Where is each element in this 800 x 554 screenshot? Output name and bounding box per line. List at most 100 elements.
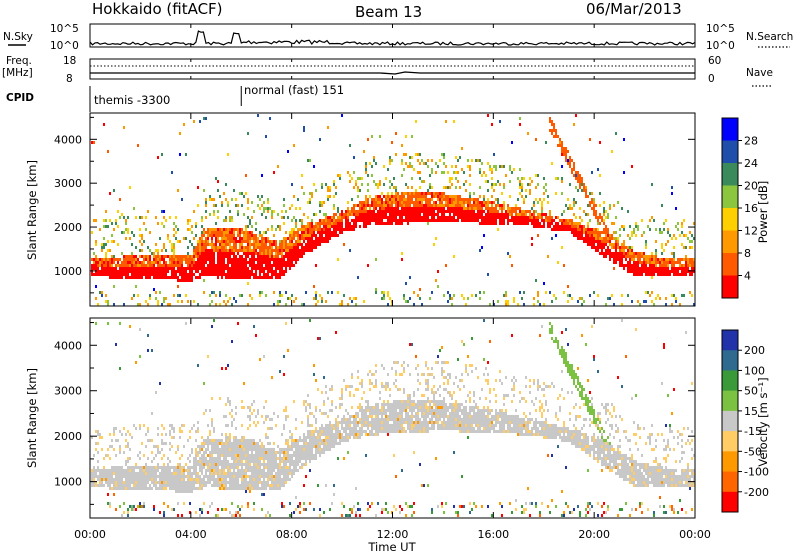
range-cell [483, 219, 485, 222]
range-cell [221, 249, 223, 252]
range-cell [205, 481, 207, 484]
range-cell [269, 487, 271, 490]
range-cell [575, 186, 577, 189]
range-cell [123, 484, 125, 487]
range-cell [97, 460, 99, 463]
range-cell [217, 454, 219, 457]
range-cell [661, 231, 663, 234]
range-cell [395, 207, 397, 210]
range-cell [223, 240, 225, 243]
range-cell [451, 297, 453, 300]
range-cell [237, 472, 239, 475]
range-cell [555, 177, 557, 180]
range-cell [209, 258, 211, 261]
range-cell [255, 267, 257, 270]
range-cell [109, 487, 111, 490]
range-cell [579, 180, 581, 183]
range-cell [237, 234, 239, 237]
range-cell [383, 195, 385, 198]
range-cell [391, 219, 393, 222]
range-cell [503, 186, 505, 189]
range-cell [591, 243, 593, 246]
range-cell [445, 204, 447, 207]
range-cell [165, 469, 167, 472]
range-cell [561, 147, 563, 150]
range-cell [265, 216, 267, 219]
range-cell [449, 186, 451, 189]
range-cell [313, 183, 315, 186]
range-cell [239, 463, 241, 466]
range-cell [183, 258, 185, 261]
range-cell [171, 436, 173, 439]
range-cell [129, 255, 131, 258]
range-cell [117, 264, 119, 267]
range-cell [235, 243, 237, 246]
range-cell [221, 246, 223, 249]
range-cell [135, 258, 137, 261]
range-cell [167, 481, 169, 484]
range-cell [595, 228, 597, 231]
range-cell [197, 472, 199, 475]
range-cell [155, 466, 157, 469]
range-cell [157, 273, 159, 276]
range-cell [195, 264, 197, 267]
range-cell [219, 273, 221, 276]
range-cell [197, 258, 199, 261]
range-cell [527, 210, 529, 213]
range-cell [235, 255, 237, 258]
range-cell [543, 225, 545, 228]
range-cell [135, 427, 137, 430]
range-cell [233, 252, 235, 255]
range-cell [533, 204, 535, 207]
range-cell [401, 201, 403, 204]
range-cell [267, 511, 269, 514]
range-cell [519, 291, 521, 294]
range-cell [139, 249, 141, 252]
range-cell [257, 261, 259, 264]
range-cell [647, 270, 649, 273]
range-cell [425, 192, 427, 195]
range-cell [635, 234, 637, 237]
range-cell [249, 418, 251, 421]
range-cell [301, 252, 303, 255]
range-cell [115, 267, 117, 270]
range-cell [315, 225, 317, 228]
range-cell [239, 484, 241, 487]
range-cell [395, 198, 397, 201]
range-cell [177, 261, 179, 264]
range-cell [325, 231, 327, 234]
range-cell [181, 279, 183, 282]
range-cell [691, 240, 693, 243]
range-cell [201, 511, 203, 514]
range-cell [103, 246, 105, 249]
range-cell [105, 258, 107, 261]
range-cell [277, 484, 279, 487]
range-cell [283, 243, 285, 246]
range-cell [217, 466, 219, 469]
range-cell [153, 276, 155, 279]
range-cell [693, 267, 695, 270]
range-cell [197, 463, 199, 466]
range-cell [391, 222, 393, 225]
range-cell [573, 228, 575, 231]
range-cell [193, 481, 195, 484]
range-cell [223, 192, 225, 195]
range-cell [451, 165, 453, 168]
range-cell [623, 246, 625, 249]
range-cell [289, 246, 291, 249]
range-cell [237, 264, 239, 267]
range-cell [567, 159, 569, 162]
range-cell [455, 210, 457, 213]
range-cell [357, 219, 359, 222]
range-cell [551, 222, 553, 225]
range-cell [641, 261, 643, 264]
range-cell [503, 183, 505, 186]
range-cell [519, 207, 521, 210]
range-cell [351, 213, 353, 216]
range-cell [245, 234, 247, 237]
range-cell [289, 234, 291, 237]
range-cell [483, 195, 485, 198]
range-cell [227, 240, 229, 243]
range-cell [367, 213, 369, 216]
range-cell [205, 210, 207, 213]
